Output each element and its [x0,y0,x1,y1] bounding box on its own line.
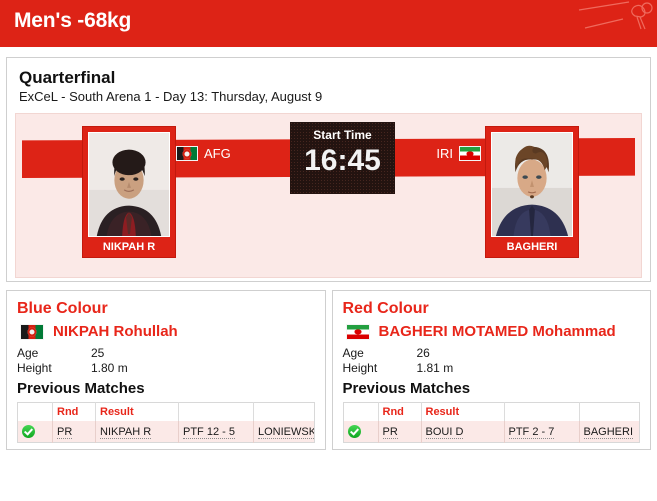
row-rnd: PR [382,425,398,439]
table-header-row: Rnd Result [17,402,314,421]
col-result: Result [420,402,504,421]
col-rnd: Rnd [52,402,96,421]
panel-red-athlete: BAGHERI MOTAMED Mohammad [345,323,641,340]
row-winner: NIKPAH R [100,425,152,439]
venue-line: ExCeL - South Arena 1 - Day 13: Thursday… [19,89,323,104]
clock-label: Start Time [313,128,372,142]
row-score: PTF 12 - 5 [183,425,235,439]
stat-value: 1.80 m [91,361,128,375]
green-check-icon [22,425,35,438]
row-winner: BOUI D [425,425,464,439]
page-header: Men's -68kg [0,0,657,47]
table-header-row: Rnd Result [343,402,640,421]
right-athlete-card[interactable]: BAGHERI [485,126,579,258]
row-score: PTF 2 - 7 [508,425,555,439]
row-status-cell [343,421,378,443]
stat-key: Height [17,361,52,375]
start-time-clock: Start Time 16:45 [290,122,395,194]
left-country-code: AFG [204,146,231,161]
panel-blue-title: Blue Colour [17,300,108,317]
row-winner-cell: BOUI D [420,421,504,443]
stat-row: Height 1.81 m [343,361,641,376]
right-athlete-caption: BAGHERI [506,241,558,253]
col-opponent [578,402,640,421]
panel-red-name: BAGHERI MOTAMED Mohammad [378,323,616,340]
right-athlete-photo [491,132,573,237]
match-stage: AFG IRI Start Time 16:45 [15,113,642,278]
panel-red-stats: Age 26 Height 1.81 m [343,346,641,376]
row-status-cell [17,421,53,443]
flag-iran-icon [345,323,370,340]
col-status [17,402,53,421]
row-loser-cell: LONIEWSKI. [253,421,314,443]
row-loser-cell: BAGHERI [578,421,640,443]
clock-time: 16:45 [304,144,381,177]
panel-red-previous-title: Previous Matches [342,380,471,397]
panel-red: Red Colour BAGHERI MOTAMED Mohammad Age … [331,290,651,450]
right-country: IRI [436,146,481,161]
table-row[interactable]: PR NIKPAH R PTF 12 - 5 LONIEWSKI. [17,421,314,443]
col-opponent [253,402,314,421]
torch-graphic-icon [578,1,653,30]
row-winner-cell: NIKPAH R [95,421,179,443]
left-country: AFG [176,146,231,161]
flag-afghanistan-icon [176,146,198,161]
panel-blue-previous-table: Rnd Result PR NIKPAH R PTF 12 - 5 LONIEW… [17,402,315,443]
panel-blue: Blue Colour NIKPAH Rohullah Age 25 Heigh… [6,290,326,450]
athlete-panels: Blue Colour NIKPAH Rohullah Age 25 Heigh… [6,290,651,450]
row-rnd: PR [57,425,73,439]
stat-key: Height [342,361,378,375]
panel-red-previous-table: Rnd Result PR BOUI D PTF 2 - 7 BAGHERI [342,402,640,443]
right-country-code: IRI [436,146,453,161]
left-athlete-caption: NIKPAH R [102,241,156,253]
panel-blue-previous-title: Previous Matches [17,380,145,397]
col-score [503,402,579,421]
table-row[interactable]: PR BOUI D PTF 2 - 7 BAGHERI [343,421,640,443]
stat-row: Age 26 [343,346,641,361]
flag-afghanistan-icon [20,323,44,340]
green-check-icon [347,425,361,438]
col-result: Result [95,402,179,421]
panel-blue-stats: Age 25 Height 1.80 m [17,346,315,376]
stat-key: Age [342,346,364,360]
panel-red-title: Red Colour [342,300,429,317]
col-rnd: Rnd [377,402,421,421]
left-athlete-card[interactable]: NIKPAH R [82,126,176,258]
col-score [178,402,254,421]
panel-blue-name: NIKPAH Rohullah [53,323,178,340]
col-status [343,402,378,421]
row-loser: LONIEWSKI. [258,425,314,439]
row-score-cell: PTF 2 - 7 [503,421,579,443]
stat-key: Age [17,346,39,360]
row-loser: BAGHERI [583,425,634,439]
page-title: Men's -68kg [14,9,132,32]
match-container: Quarterfinal ExCeL - South Arena 1 - Day… [6,57,651,282]
stat-row: Age 25 [17,346,315,361]
flag-iran-icon [459,146,481,161]
row-rnd-cell: PR [377,421,421,443]
stat-row: Height 1.80 m [17,361,315,376]
panel-blue-athlete: NIKPAH Rohullah [20,323,315,340]
stat-value: 26 [416,346,430,360]
left-athlete-photo [88,132,170,237]
row-rnd-cell: PR [52,421,96,443]
round-title: Quarterfinal [19,68,116,87]
row-score-cell: PTF 12 - 5 [178,421,254,443]
stat-value: 1.81 m [416,361,454,375]
stat-value: 25 [91,346,105,360]
